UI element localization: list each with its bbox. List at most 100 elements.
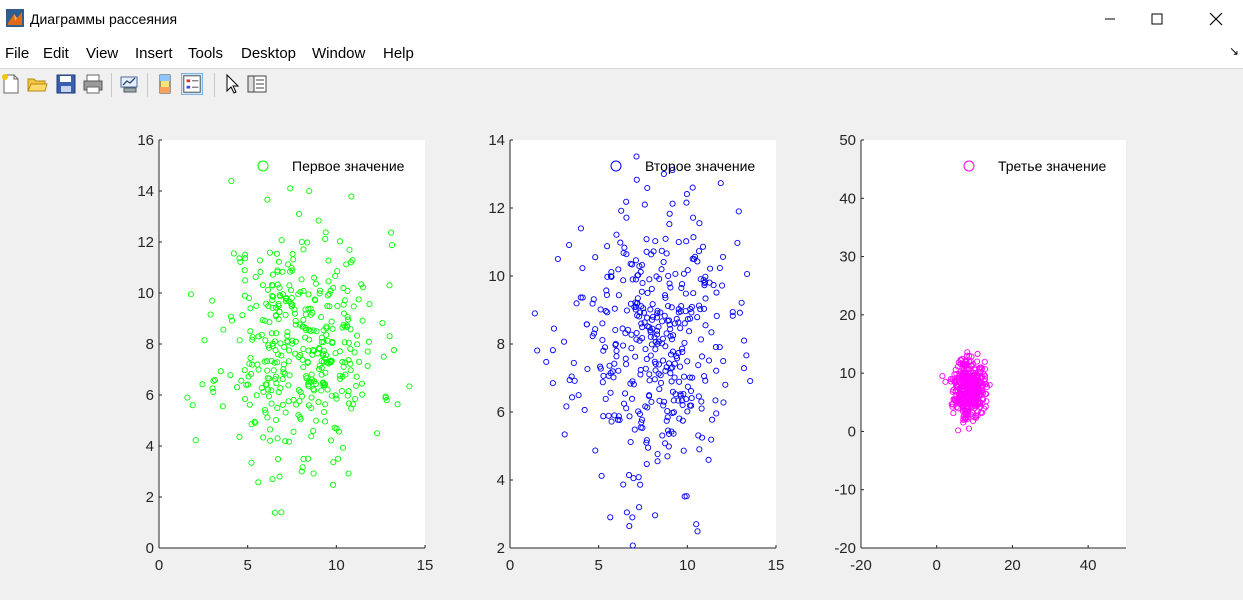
data-point [316,290,323,297]
data-point [264,196,271,203]
data-point [252,274,259,281]
data-point [259,282,266,289]
data-point [311,387,318,394]
data-point [324,292,331,299]
data-point [310,427,317,434]
data-point [394,401,401,408]
edit-plot-icon[interactable] [221,73,243,95]
data-point [328,318,335,325]
new-figure-icon[interactable] [0,73,22,95]
data-point [323,323,330,330]
minimize-button[interactable] [1087,0,1133,38]
data-point [695,302,703,309]
data-point [659,357,667,364]
open-file-icon[interactable] [26,73,48,95]
data-point [272,312,280,319]
data-point [615,292,622,299]
data-point [671,374,678,381]
data-point [965,425,972,432]
data-point [629,514,636,521]
menu-file[interactable]: File [5,45,30,62]
menu-view[interactable]: View [86,45,119,62]
data-point [262,381,269,388]
data-point [697,306,704,313]
data-point [254,361,261,368]
data-point [680,447,687,454]
data-point [638,419,645,426]
print-icon[interactable] [82,73,104,95]
data-point [311,347,318,354]
menu-help[interactable]: Help [383,45,414,62]
link-plot-icon[interactable] [118,73,140,95]
data-point [304,239,311,246]
legend-marker [610,160,622,172]
data-point [632,353,639,360]
data-point [713,289,720,296]
data-point [299,464,306,471]
menu-insert[interactable]: Insert [135,45,173,62]
data-point [964,349,971,356]
data-point [334,303,341,310]
menu-edit[interactable]: Edit [43,45,69,62]
axes-3-background[interactable] [861,140,1126,548]
data-point [980,396,987,403]
colorbar-icon[interactable] [154,73,176,95]
menu-tools[interactable]: Tools [188,45,224,62]
data-point [308,394,315,401]
data-point [716,264,723,272]
property-inspector-icon[interactable] [246,73,268,95]
close-button[interactable] [1193,0,1239,38]
menu-bar: File Edit View Insert Tools Desktop Wind… [0,38,1243,69]
data-point [549,380,556,387]
data-point [636,410,643,418]
maximize-button[interactable] [1134,0,1180,38]
data-point [311,274,318,281]
data-point [339,444,347,451]
data-point [968,397,975,404]
data-point [352,395,359,402]
data-point [660,259,667,266]
dock-arrow-icon[interactable]: ↘ [1228,44,1239,58]
data-point [581,406,588,414]
data-point [280,369,287,376]
data-point [639,324,646,331]
data-point [315,399,322,406]
axes-2-background[interactable] [510,140,776,548]
data-point [667,326,674,333]
data-point [716,344,723,351]
data-point [247,354,254,361]
data-point [318,314,325,321]
data-point [649,313,657,320]
data-point [242,277,249,284]
data-point [326,290,333,297]
data-point [646,377,653,384]
legend-button[interactable] [181,73,203,95]
save-icon[interactable] [55,73,77,95]
data-point [981,405,988,412]
data-point [344,287,351,294]
data-point [695,393,702,400]
data-point [280,361,287,368]
data-point [352,382,359,389]
data-point [329,340,336,347]
data-point [364,348,371,355]
legend-label: Первое значение [292,158,405,174]
data-point [660,170,667,178]
data-point [629,542,636,549]
data-point [623,307,630,314]
menu-window[interactable]: Window [312,45,366,62]
data-point [982,373,989,380]
data-point [631,426,638,433]
data-point [390,346,398,354]
data-point [342,371,349,378]
data-point [321,418,329,425]
data-point [277,340,284,347]
data-point [236,255,243,262]
data-point [217,368,224,375]
data-point [247,305,254,312]
data-point [326,303,333,310]
data-point [603,287,610,294]
menu-desktop[interactable]: Desktop [241,45,297,62]
data-point [305,378,312,385]
axes-1-background[interactable] [159,140,425,548]
